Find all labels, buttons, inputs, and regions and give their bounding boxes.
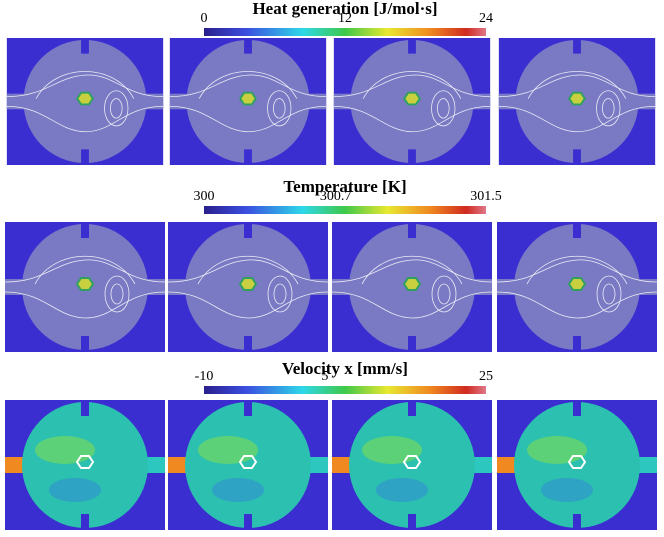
- colorbar-tick-label: 300.7: [320, 189, 352, 204]
- colorbar-title: Heat generation [J/mol·s]: [252, 0, 437, 18]
- simulation-panel: [168, 220, 328, 354]
- colorbar: [204, 206, 486, 214]
- colorbar-tick-label: 0: [201, 11, 208, 26]
- colorbar-tick-label: 25: [479, 369, 493, 384]
- simulation-panel: [5, 38, 165, 165]
- colorbar-tick-label: -10: [195, 369, 214, 384]
- simulation-panel: [497, 220, 657, 354]
- simulation-panel: [5, 398, 165, 532]
- colorbar-title: Temperature [K]: [283, 177, 406, 196]
- colorbar-tick-label: 24: [479, 11, 493, 26]
- simulation-panel: [168, 398, 328, 532]
- simulation-panel: [332, 38, 492, 165]
- colorbar-tick-label: 301.5: [470, 189, 502, 204]
- colorbar-tick-label: 12: [338, 11, 352, 26]
- simulation-panel: [168, 38, 328, 165]
- colorbar-title: Velocity x [mm/s]: [282, 359, 408, 378]
- simulation-panel: [5, 220, 165, 354]
- simulation-panel: [332, 398, 492, 532]
- colorbar-tick-label: 300: [194, 189, 215, 204]
- colorbar: [204, 28, 486, 36]
- simulation-panel: [497, 398, 657, 532]
- colorbar: [204, 386, 486, 394]
- colorbar-tick-label: 5: [321, 369, 328, 384]
- simulation-panel: [332, 220, 492, 354]
- simulation-panel: [497, 38, 657, 165]
